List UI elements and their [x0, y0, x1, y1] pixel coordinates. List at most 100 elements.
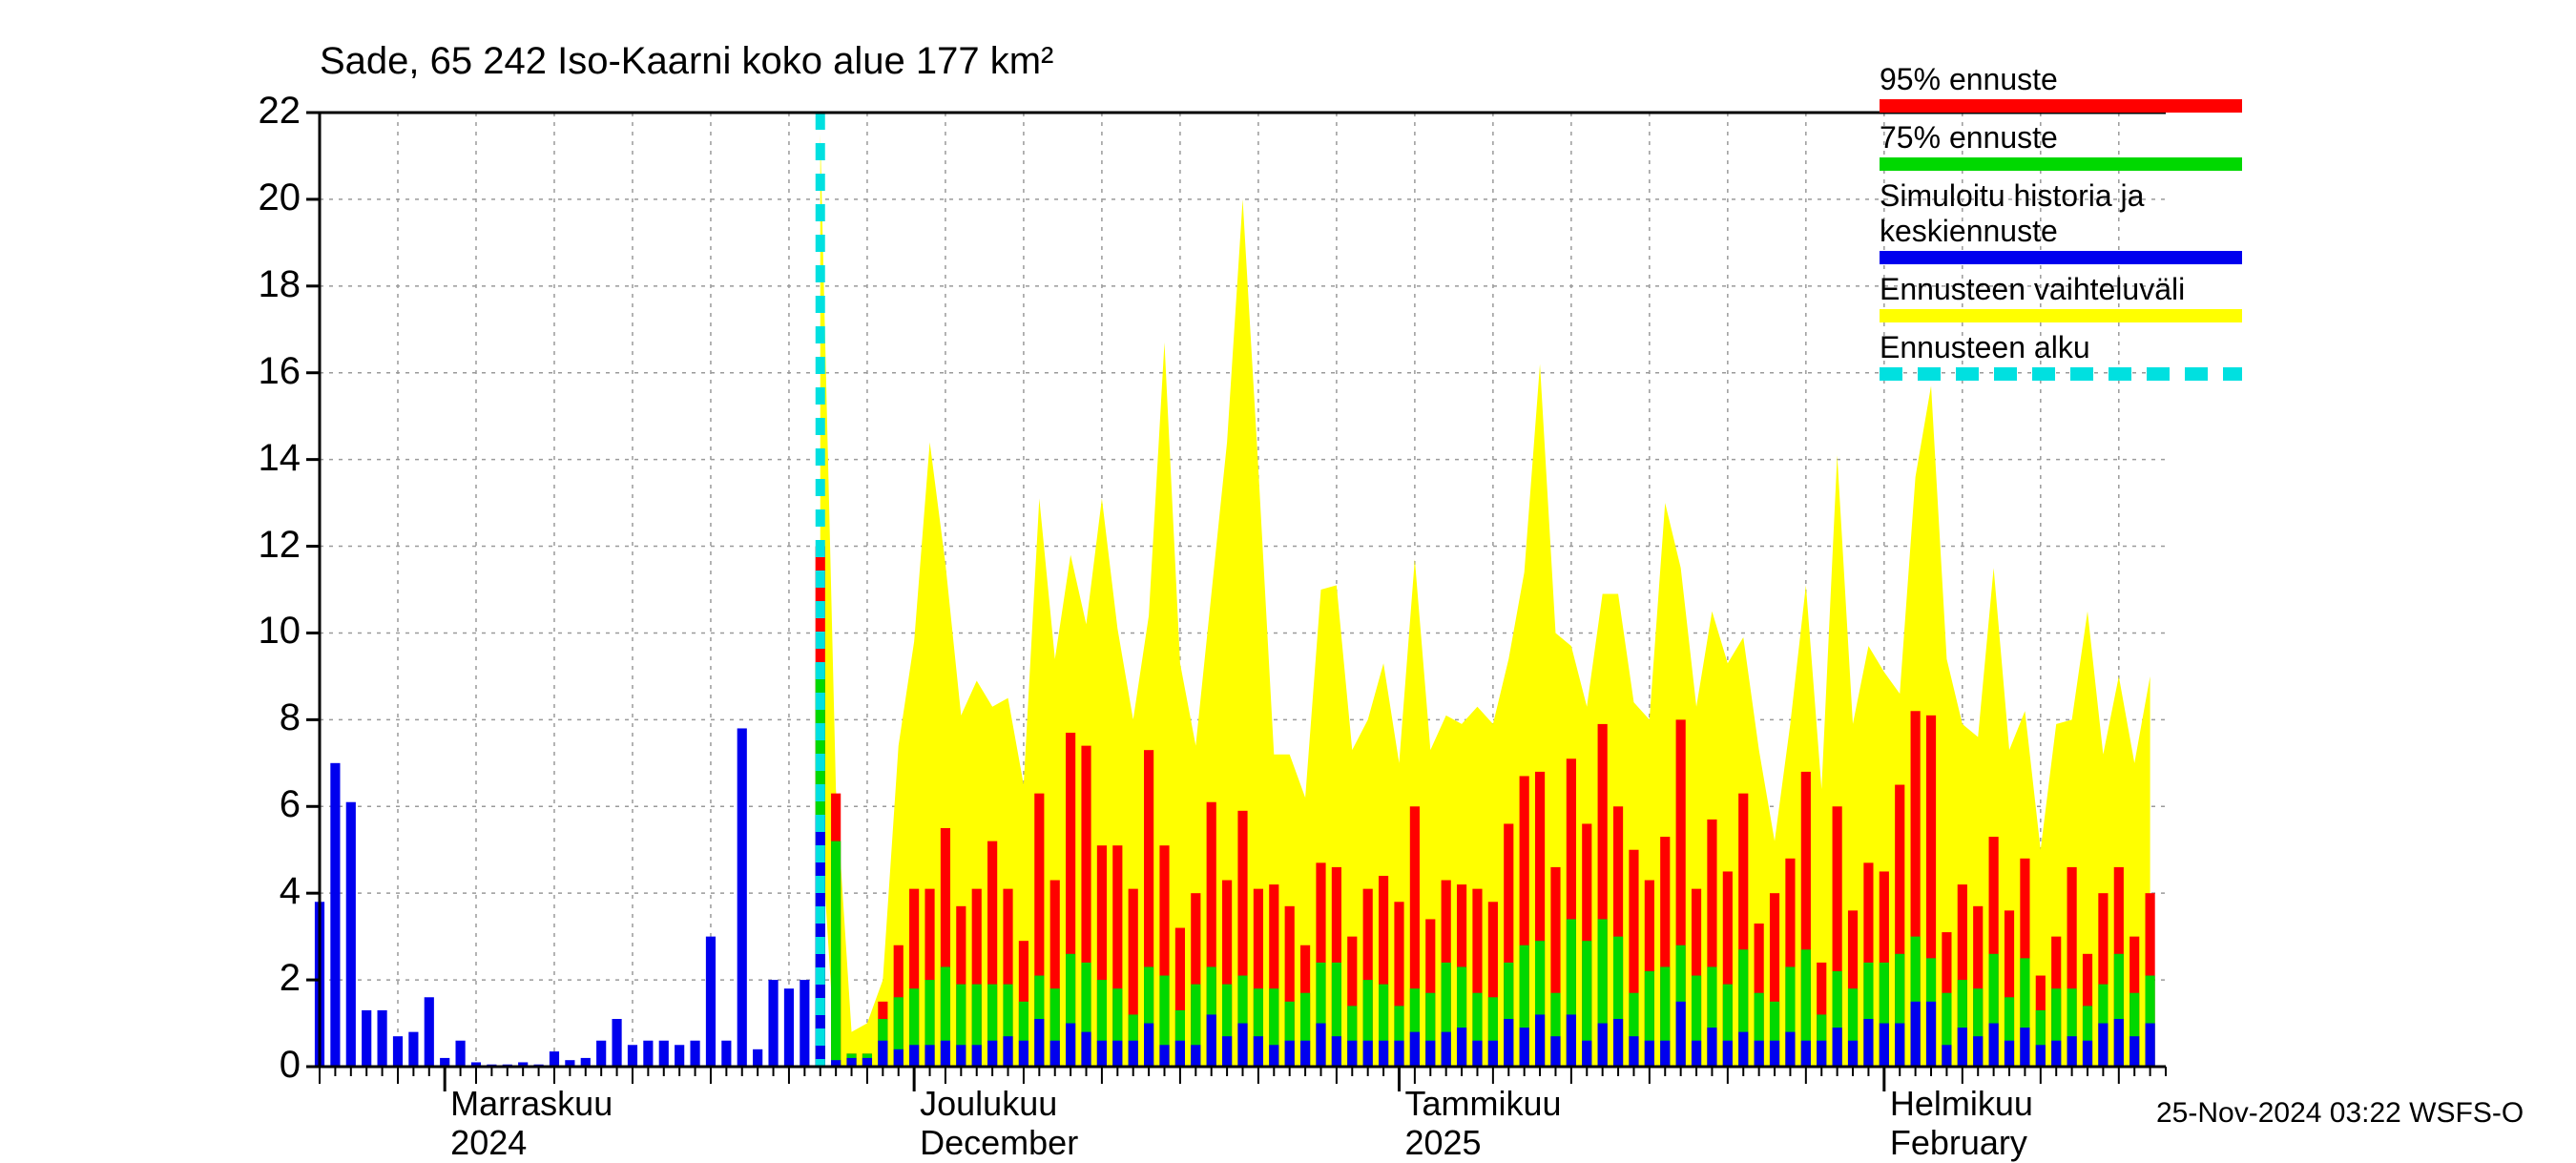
- bar-mean: [1237, 1024, 1247, 1067]
- bar-mean: [1097, 1041, 1107, 1067]
- bar-mean: [1457, 1028, 1466, 1067]
- bar-mean: [753, 1049, 762, 1067]
- bar-mean: [1504, 1019, 1513, 1067]
- legend-swatch: [1880, 157, 2242, 171]
- bar-mean: [878, 1041, 887, 1067]
- bar-mean: [2098, 1024, 2108, 1067]
- y-tick-16: 16: [224, 350, 301, 393]
- chart-container: Sade, 65 242 Iso-Kaarni koko alue 177 km…: [0, 0, 2576, 1145]
- bar-mean: [721, 1041, 731, 1067]
- bar-mean: [1535, 1014, 1545, 1067]
- bar-mean: [941, 1041, 950, 1067]
- bar-mean: [1550, 1036, 1560, 1067]
- y-tick-6: 6: [224, 783, 301, 826]
- bar-mean: [1567, 1014, 1576, 1067]
- bar-mean: [972, 1045, 982, 1067]
- legend-swatch: [1880, 251, 2242, 264]
- bar-mean: [1676, 1002, 1686, 1067]
- bar-mean: [675, 1045, 684, 1067]
- bar-mean: [1144, 1024, 1153, 1067]
- bar-mean: [1112, 1041, 1122, 1067]
- bar-mean: [1770, 1041, 1779, 1067]
- legend-swatch: [1880, 309, 2242, 322]
- bar-mean: [2146, 1024, 2155, 1067]
- bar-mean: [1410, 1032, 1420, 1067]
- bar-mean: [1738, 1032, 1748, 1067]
- bar-mean: [894, 1049, 904, 1067]
- bar-mean: [1003, 1036, 1012, 1067]
- bar-mean: [1269, 1045, 1278, 1067]
- bar-mean: [1958, 1028, 1967, 1067]
- bar-mean: [346, 802, 356, 1067]
- legend-label: Ennusteen alku: [1880, 330, 2280, 365]
- bar-mean: [1629, 1036, 1638, 1067]
- bar-mean: [1332, 1036, 1341, 1067]
- bar-mean: [956, 1045, 966, 1067]
- bar-mean: [1848, 1041, 1858, 1067]
- bar-mean: [643, 1041, 653, 1067]
- legend-entry: Ennusteen alku: [1880, 330, 2280, 381]
- bar-mean: [1191, 1045, 1200, 1067]
- x-month-helmikuu: Helmikuu February: [1890, 1084, 2033, 1163]
- bar-mean: [612, 1019, 621, 1067]
- bar-mean: [2083, 1041, 2092, 1067]
- legend-swatch: [1880, 99, 2242, 113]
- bar-mean: [1785, 1032, 1795, 1067]
- chart-title: Sade, 65 242 Iso-Kaarni koko alue 177 km…: [320, 40, 1053, 83]
- y-tick-0: 0: [224, 1044, 301, 1087]
- bar-mean: [596, 1041, 606, 1067]
- bar-mean: [1363, 1041, 1373, 1067]
- bar-mean: [1973, 1036, 1983, 1067]
- y-tick-2: 2: [224, 957, 301, 1000]
- legend-entry: Ennusteen vaihteluväli: [1880, 272, 2280, 322]
- bar-mean: [1833, 1028, 1842, 1067]
- bar-mean: [737, 728, 747, 1067]
- legend-label: Simuloitu historia ja keskiennuste: [1880, 178, 2280, 249]
- y-tick-4: 4: [224, 870, 301, 913]
- bar-mean: [800, 980, 809, 1067]
- bar-mean: [425, 997, 434, 1067]
- bar-mean: [628, 1045, 637, 1067]
- bar-mean: [1817, 1041, 1826, 1067]
- bar-mean: [1692, 1041, 1701, 1067]
- bar-mean: [393, 1036, 403, 1067]
- x-month-tammikuu: Tammikuu 2025: [1404, 1084, 1561, 1163]
- bar-mean: [1159, 1045, 1169, 1067]
- bar-mean: [1175, 1041, 1185, 1067]
- bar-mean: [1880, 1024, 1889, 1067]
- bar-mean: [2036, 1045, 2046, 1067]
- bar-mean: [1520, 1028, 1529, 1067]
- bar-mean: [768, 980, 778, 1067]
- bar-mean: [1989, 1024, 1999, 1067]
- bar-mean: [1425, 1041, 1435, 1067]
- bar-mean: [2129, 1036, 2139, 1067]
- bar-mean: [2067, 1036, 2077, 1067]
- bar-mean: [378, 1010, 387, 1067]
- legend-label: 75% ennuste: [1880, 120, 2280, 156]
- bar-mean: [1707, 1028, 1716, 1067]
- bar-mean: [1472, 1041, 1482, 1067]
- bar-mean: [706, 937, 716, 1067]
- y-tick-10: 10: [224, 610, 301, 653]
- y-tick-20: 20: [224, 177, 301, 219]
- bar-mean: [924, 1045, 934, 1067]
- bar-mean: [1285, 1041, 1295, 1067]
- bar-mean: [1129, 1041, 1138, 1067]
- bar-mean: [1254, 1036, 1263, 1067]
- legend-label: Ennusteen vaihteluväli: [1880, 272, 2280, 307]
- bar-mean: [456, 1041, 466, 1067]
- bar-mean: [1942, 1045, 1951, 1067]
- x-month-marraskuu: Marraskuu 2024: [450, 1084, 613, 1163]
- bar-mean: [1222, 1036, 1232, 1067]
- bar-mean: [1488, 1041, 1498, 1067]
- bar-mean: [2051, 1041, 2061, 1067]
- bar-mean: [1613, 1019, 1623, 1067]
- bar-mean: [1050, 1041, 1060, 1067]
- bar-mean: [1895, 1024, 1904, 1067]
- bar-mean: [2005, 1041, 2014, 1067]
- bar-mean: [1347, 1041, 1357, 1067]
- bar-75: [831, 841, 841, 1067]
- bar-mean: [1863, 1019, 1873, 1067]
- bar-mean: [1598, 1024, 1608, 1067]
- bar-mean: [784, 988, 794, 1067]
